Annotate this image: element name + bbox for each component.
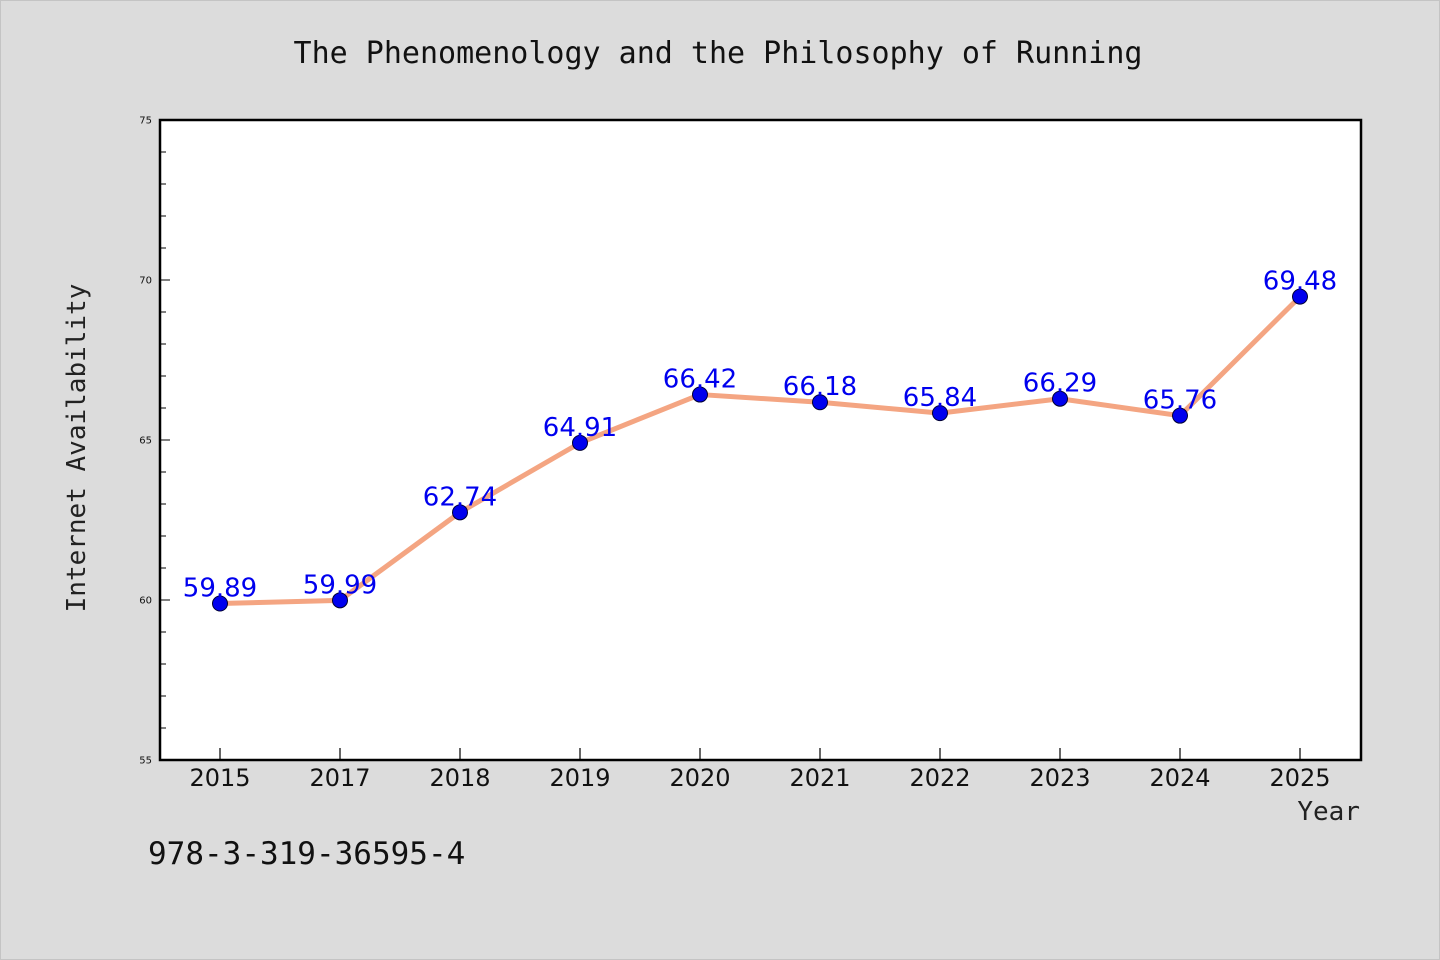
y-tick-label: 55 [139, 756, 152, 767]
y-tick-label: 75 [139, 116, 152, 127]
x-tick-label: 2019 [549, 764, 610, 792]
data-label: 62.74 [423, 482, 497, 512]
data-label: 66.29 [1023, 369, 1097, 399]
y-tick-label: 70 [139, 276, 152, 287]
data-point [212, 595, 228, 612]
x-tick-label: 2021 [789, 764, 850, 792]
y-tick-label: 60 [139, 596, 152, 607]
y-axis: 55 60 65 70 75 [139, 116, 170, 767]
data-label: 65.84 [903, 383, 977, 413]
x-tick-label: 2022 [909, 764, 970, 792]
data-point [812, 394, 828, 411]
y-tick-label: 65 [139, 436, 152, 447]
data-label: 66.18 [783, 372, 857, 402]
data-label: 69.48 [1263, 267, 1337, 297]
data-point [692, 386, 708, 403]
data-label: 59.89 [183, 574, 257, 604]
x-tick-label: 2017 [309, 764, 370, 792]
series-markers [212, 288, 1308, 612]
data-label: 66.42 [663, 365, 737, 395]
data-label: 65.76 [1143, 386, 1217, 416]
series-line [217, 294, 1303, 607]
plot-area [158, 118, 1363, 762]
data-point [332, 592, 348, 609]
x-axis: 2015 2017 2018 2019 2020 2021 2022 2023 2024 2025 [189, 748, 1331, 792]
data-point [1292, 288, 1308, 305]
x-tick-label: 2015 [189, 764, 250, 792]
x-tick-label: 2018 [429, 764, 490, 792]
data-point [1052, 390, 1068, 407]
data-point [932, 405, 948, 422]
data-labels: 59.89 59.99 62.74 64.91 66.42 66.18 65.84 66.29… [183, 267, 1337, 604]
x-tick-label: 2023 [1029, 764, 1090, 792]
y-axis-label: Internet Availability [62, 284, 92, 613]
x-tick-label: 2020 [669, 764, 730, 792]
data-label: 59.99 [303, 570, 377, 600]
x-axis-label: Year [1297, 797, 1360, 827]
data-label: 64.91 [543, 413, 617, 443]
x-tick-label: 2024 [1149, 764, 1210, 792]
chart-title: The Phenomenology and the Philosophy of … [294, 36, 1143, 71]
data-point [452, 504, 468, 521]
data-point [572, 434, 588, 451]
data-point [1172, 407, 1188, 424]
isbn-text: 978-3-319-36595-4 [148, 836, 465, 872]
x-tick-label: 2025 [1269, 764, 1330, 792]
